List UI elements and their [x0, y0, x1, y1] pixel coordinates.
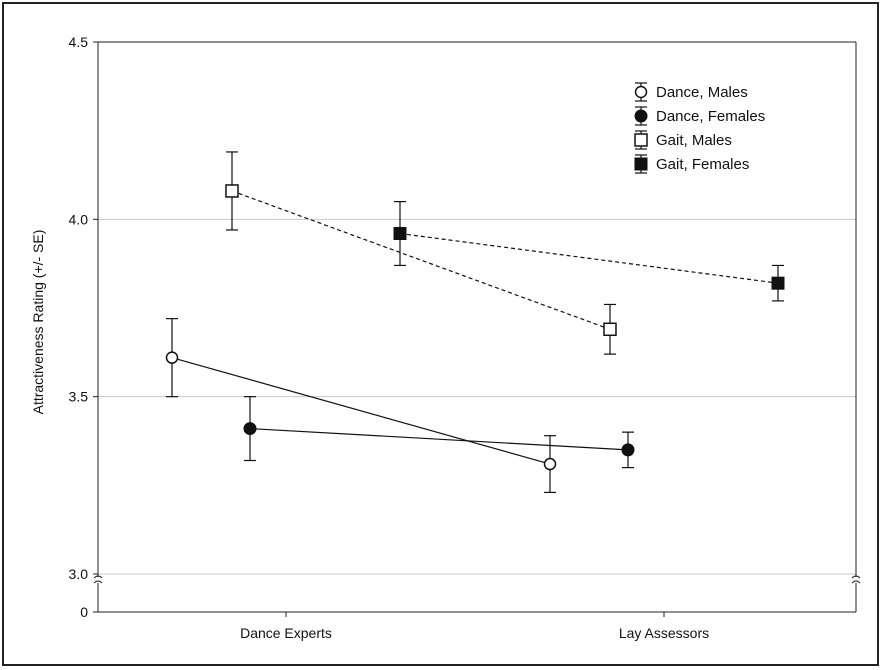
series-0 — [165, 318, 557, 494]
series-3 — [393, 201, 785, 302]
series-1 — [243, 396, 635, 469]
legend-marker — [634, 109, 648, 123]
series-line — [231, 190, 611, 330]
y-tick-label: 3.0 — [69, 566, 89, 582]
y-axis-break-mark-right-1 — [851, 575, 861, 579]
series-line — [399, 232, 779, 284]
y-axis-break-mark-left-1 — [93, 575, 103, 579]
y-tick-label: 3.5 — [69, 389, 89, 405]
data-point — [543, 457, 557, 471]
data-point — [225, 184, 239, 198]
y-tick-label: 4.5 — [69, 34, 89, 50]
gridlines — [98, 218, 856, 575]
y-axis-break-mark-right-2 — [851, 580, 861, 584]
legend-marker — [634, 85, 648, 99]
legend-entry-2: Gait, Males — [634, 130, 732, 150]
data-point — [603, 322, 617, 337]
series-line — [171, 357, 551, 465]
legend-marker — [634, 133, 648, 147]
series-2 — [225, 151, 617, 355]
legend-marker — [634, 157, 648, 171]
data-point — [165, 351, 179, 364]
x-tick-label: Lay Assessors — [619, 625, 709, 641]
legend-label: Dance, Females — [656, 108, 765, 125]
data-point — [771, 276, 785, 290]
y-axis-break-mark-left-2 — [93, 580, 103, 584]
axes: 3.0 3.5 4.0 4.5 0 Dance Experts Lay Assessors A… — [30, 34, 861, 641]
legend-label: Gait, Males — [656, 132, 732, 149]
series-layer — [165, 151, 785, 494]
legend-entry-0: Dance, Males — [634, 82, 748, 102]
y-axis-title: Attractiveness Rating (+/- SE) — [30, 230, 46, 415]
series-line — [249, 427, 629, 451]
legend-label: Dance, Males — [656, 84, 748, 101]
y-tick-label-zero: 0 — [80, 604, 88, 620]
legend-entry-1: Dance, Females — [634, 106, 765, 126]
x-tick-label: Dance Experts — [240, 625, 332, 641]
data-point — [243, 422, 257, 436]
legend-entry-3: Gait, Females — [634, 154, 749, 174]
data-point — [393, 227, 407, 241]
legend-label: Gait, Females — [656, 156, 749, 173]
y-tick-label: 4.0 — [69, 211, 89, 227]
data-point — [621, 443, 635, 457]
legend: Dance, Males Dance, Females Gait, Males Gai… — [634, 82, 765, 174]
